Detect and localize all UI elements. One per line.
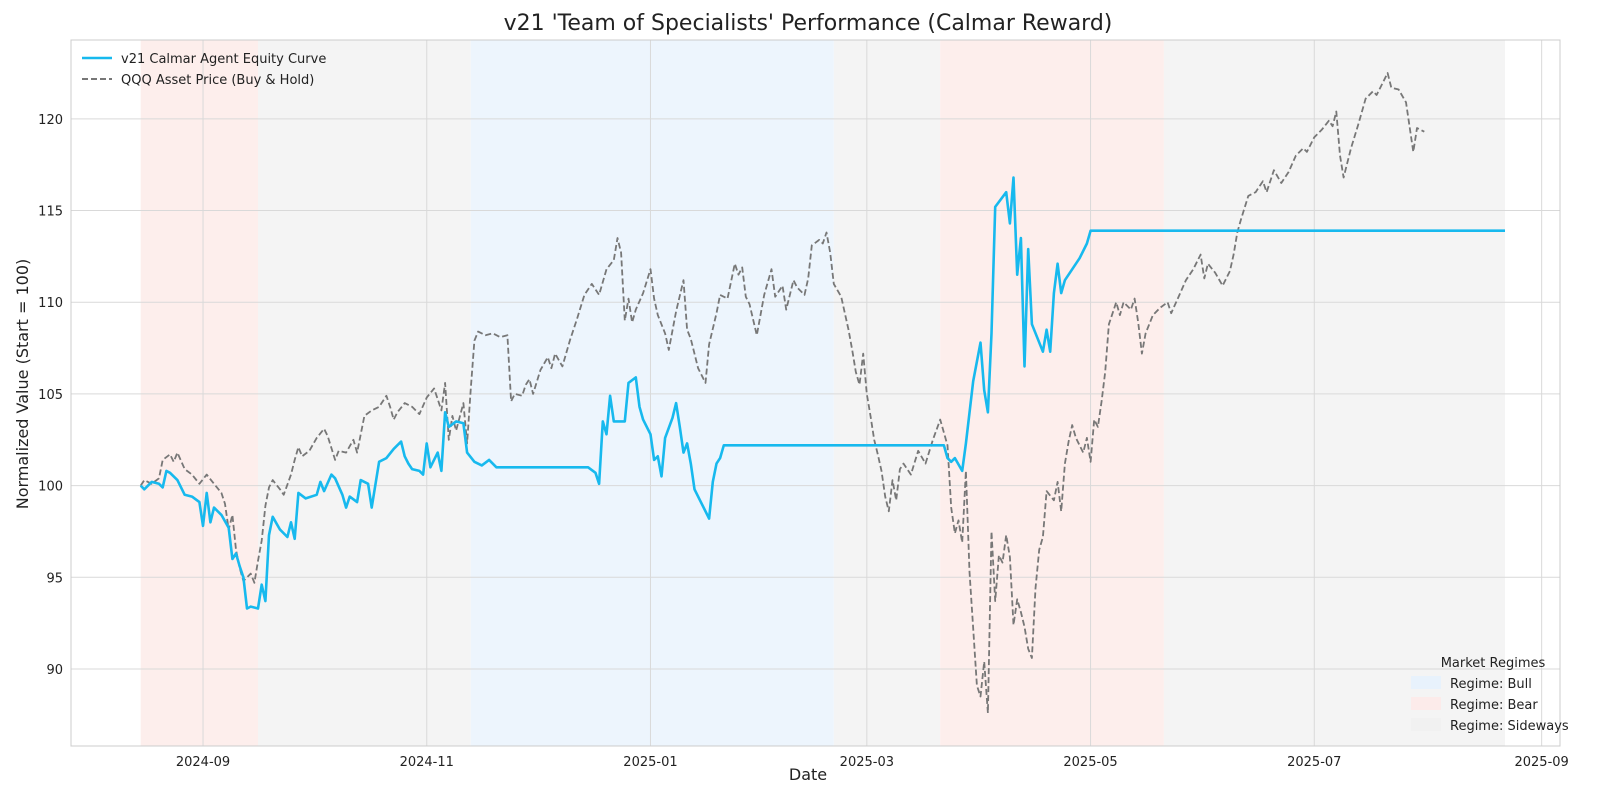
plot-frame	[70, 39, 1561, 747]
regime-label-sideways: Regime: Sideways	[1450, 719, 1569, 734]
regime-legend: Market Regimes Regime: Bull Regime: Bear…	[1411, 656, 1569, 734]
x-tick-label: 2024-09	[176, 755, 230, 770]
y-axis-label: Normalized Value (Start = 100)	[13, 259, 32, 510]
regime-swatch-sideways	[1411, 718, 1441, 731]
y-tick-label: 90	[46, 663, 63, 678]
series-legend: v21 Calmar Agent Equity Curve QQQ Asset …	[82, 52, 326, 88]
x-tick-label: 2025-09	[1514, 755, 1568, 770]
plot-area	[70, 39, 1561, 747]
y-tick-label: 100	[38, 480, 63, 495]
legend-label-qqq: QQQ Asset Price (Buy & Hold)	[121, 73, 314, 88]
agent-equity-line	[139, 176, 1505, 610]
x-tick-label: 2025-05	[1063, 755, 1117, 770]
y-tick-label: 95	[46, 571, 63, 586]
y-tick-label: 115	[38, 205, 63, 220]
regime-band-sideways	[833, 40, 941, 746]
regime-band-bear	[940, 40, 1164, 746]
x-tick-label: 2025-03	[840, 755, 894, 770]
chart-title: v21 'Team of Specialists' Performance (C…	[504, 11, 1113, 36]
x-axis-ticks: 2024-09 2024-11 2025-01 2025-03 2025-05 2025-…	[176, 755, 1569, 770]
y-axis-ticks: 90 95 100 105 110 115 120	[38, 113, 63, 678]
regime-bands	[140, 40, 1505, 746]
regime-label-bull: Regime: Bull	[1450, 677, 1532, 692]
regime-label-bear: Regime: Bear	[1450, 698, 1538, 713]
legend-label-agent: v21 Calmar Agent Equity Curve	[121, 52, 326, 67]
x-tick-label: 2025-07	[1287, 755, 1341, 770]
x-tick-label: 2024-11	[400, 755, 454, 770]
grid-lines	[71, 40, 1560, 746]
regime-legend-title: Market Regimes	[1441, 656, 1546, 671]
y-tick-label: 105	[38, 388, 63, 403]
qqq-price-line	[139, 72, 1425, 714]
regime-band-sideways	[1163, 40, 1505, 746]
y-tick-label: 110	[38, 296, 63, 311]
regime-band-sideways	[258, 40, 471, 746]
regime-band-bull	[470, 40, 834, 746]
x-tick-label: 2025-01	[623, 755, 677, 770]
regime-swatch-bull	[1411, 676, 1441, 689]
regime-swatch-bear	[1411, 697, 1441, 710]
series-lines	[139, 72, 1505, 714]
y-tick-label: 120	[38, 113, 63, 128]
regime-band-bear	[140, 40, 259, 746]
x-axis-label: Date	[789, 765, 827, 784]
